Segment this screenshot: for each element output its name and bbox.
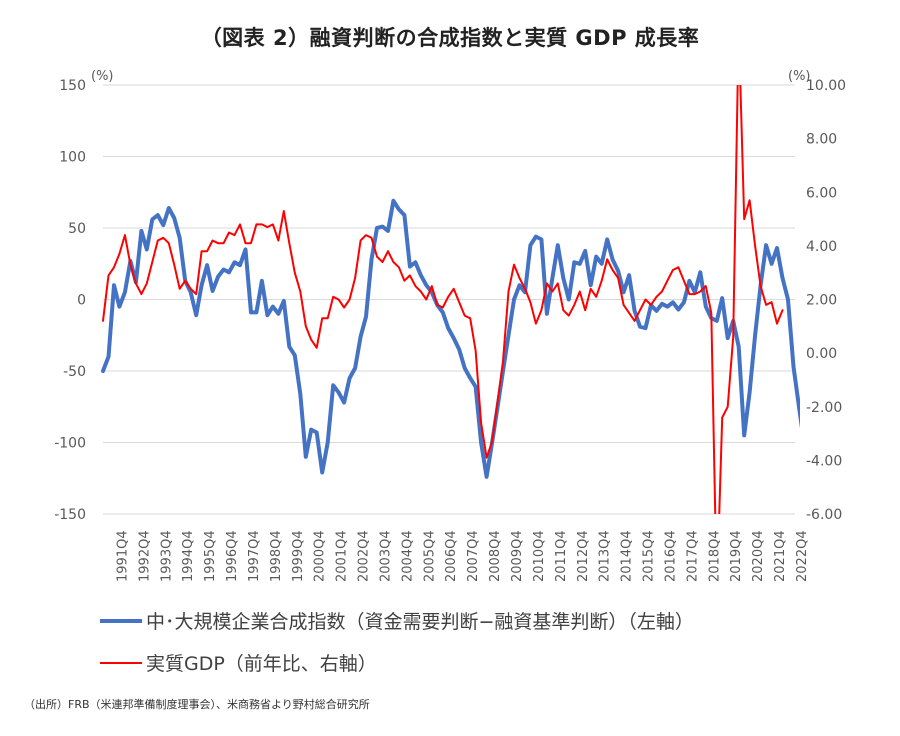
left-tick-label: -50: [63, 364, 86, 380]
right-tick-label: 0.00: [806, 346, 837, 362]
x-axis-ticks: 1991Q4 1992Q4 1993Q4 1994Q4 1995Q4 1996Q4 1997…: [115, 530, 810, 582]
legend-label-real-gdp: 実質GDP（前年比、右軸）: [146, 653, 377, 675]
left-tick-label: 0: [77, 293, 86, 309]
right-tick-label: 10.00: [806, 78, 846, 94]
right-axis-unit: (%): [788, 69, 811, 84]
x-tick-label: 2010Q4: [532, 530, 547, 582]
legend-swatch-red: [100, 661, 142, 664]
chart-title: （図表 2）融資判断の合成指数と実質 GDP 成長率: [200, 26, 700, 50]
right-tick-label: 8.00: [806, 132, 837, 148]
x-tick-label: 2013Q4: [598, 530, 613, 582]
x-tick-label: 2005Q4: [422, 530, 437, 582]
x-tick-label: 2001Q4: [335, 530, 350, 582]
right-tick-label: -4.00: [806, 453, 842, 469]
x-tick-label: 2014Q4: [620, 530, 635, 582]
x-tick-label: 1999Q4: [291, 530, 306, 582]
legend-swatch-blue: [100, 618, 142, 623]
right-tick-label: -2.00: [806, 400, 842, 416]
x-tick-label: 1996Q4: [225, 530, 240, 582]
x-tick-label: 1994Q4: [181, 530, 196, 582]
x-tick-label: 2018Q4: [707, 530, 722, 582]
right-tick-label: -6.00: [806, 507, 842, 523]
legend-label-composite-index: 中･大規模企業合成指数（資金需要判断−融資基準判断）（左軸）: [146, 611, 694, 633]
x-tick-label: 2015Q4: [642, 530, 657, 582]
x-tick-label: 1997Q4: [247, 530, 262, 582]
left-tick-label: -100: [54, 436, 86, 452]
left-tick-label: 50: [68, 221, 86, 237]
x-tick-label: 2012Q4: [576, 530, 591, 582]
chart-svg: 150 100 50 0 -50 -100 -150 10.00 8.00 6.00 4.00 2.…: [54, 69, 846, 582]
x-tick-label: 1995Q4: [203, 530, 218, 582]
right-axis-ticks: 10.00 8.00 6.00 4.00 2.00 0.00 -2.00 -4.00 -6.00: [806, 78, 846, 523]
x-tick-label: 1991Q4: [115, 530, 130, 582]
x-tick-label: 2008Q4: [488, 530, 503, 582]
x-tick-label: 2007Q4: [466, 530, 481, 582]
x-tick-label: 2009Q4: [510, 530, 525, 582]
left-tick-label: -150: [54, 507, 86, 523]
legend-item-composite-index: 中･大規模企業合成指数（資金需要判断−融資基準判断）（左軸）: [100, 607, 694, 634]
x-tick-label: 2002Q4: [357, 530, 372, 582]
right-tick-label: 2.00: [806, 293, 837, 309]
series-line-composite-index: [101, 198, 800, 479]
x-tick-label: 2020Q4: [751, 530, 766, 582]
right-tick-label: 6.00: [806, 185, 837, 201]
series-layer: [101, 85, 800, 514]
left-tick-label: 100: [59, 150, 86, 166]
x-tick-label: 1998Q4: [269, 530, 284, 582]
x-tick-label: 2003Q4: [378, 530, 393, 582]
x-tick-label: 2016Q4: [663, 530, 678, 582]
left-axis-unit: (%): [91, 69, 114, 84]
x-tick-label: 1993Q4: [159, 530, 174, 582]
x-tick-label: 2006Q4: [444, 530, 459, 582]
source-note: （出所）FRB（米連邦準備制度理事会）、米商務省より野村総合研究所: [24, 698, 370, 711]
x-tick-label: 2017Q4: [685, 530, 700, 582]
right-tick-label: 4.00: [806, 239, 837, 255]
x-tick-label: 2021Q4: [773, 530, 788, 582]
series-line-real-gdp: [102, 85, 784, 514]
x-tick-label: 2022Q4: [795, 530, 810, 582]
x-tick-label: 2004Q4: [400, 530, 415, 582]
left-axis-ticks: 150 100 50 0 -50 -100 -150: [54, 78, 86, 523]
x-tick-label: 1992Q4: [137, 530, 152, 582]
x-tick-label: 2000Q4: [313, 530, 328, 582]
x-tick-label: 2019Q4: [729, 530, 744, 582]
legend-item-real-gdp: 実質GDP（前年比、右軸）: [100, 649, 377, 676]
left-tick-label: 150: [59, 78, 86, 94]
x-tick-label: 2011Q4: [554, 530, 569, 582]
gridlines: [103, 84, 795, 515]
